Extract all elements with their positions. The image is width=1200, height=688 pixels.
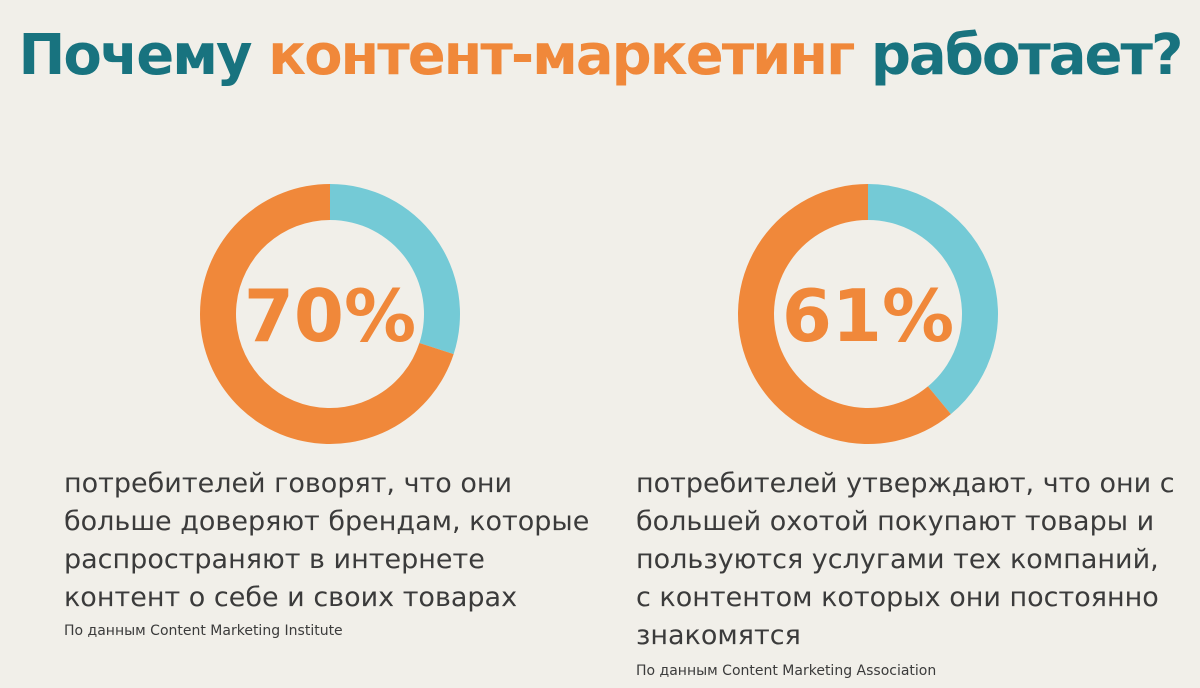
donut-chart-left: 70% [200, 184, 460, 444]
description-left: потребителей говорят, что они больше дов… [64, 468, 590, 613]
source-left: По данным Content Marketing Institute [64, 623, 343, 639]
percent-label: 61% [782, 274, 954, 358]
page-title: Почему контент-маркетинг работает? [0, 22, 1200, 89]
pie-slice-main [738, 184, 951, 444]
title-part-3: работает? [853, 23, 1184, 88]
title-part-2: контент-маркетинг [268, 23, 855, 88]
title-part-1: Почему [18, 23, 269, 88]
source-right: По данным Content Marketing Association [636, 663, 937, 679]
donut-chart-right: 61% [738, 184, 998, 444]
description-right: потребителей утверждают, что они с больш… [636, 468, 1175, 651]
pie-slice-rest [330, 184, 460, 355]
percent-label: 70% [244, 274, 416, 358]
pie-slice-rest [868, 184, 998, 415]
